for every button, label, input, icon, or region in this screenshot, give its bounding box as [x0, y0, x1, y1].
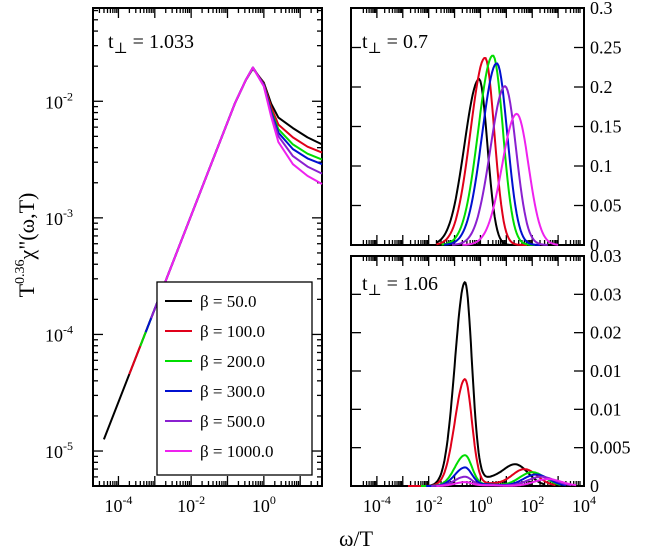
- series-line: [441, 54, 535, 246]
- x-tick-label: 10-2: [415, 493, 443, 516]
- panel-label-t-perp: t⊥ = 1.06: [362, 273, 438, 299]
- legend-item: β = 300.0: [165, 382, 265, 401]
- x-tick-label: 104: [572, 493, 596, 516]
- top-right-panel: 0.3 0.25 0.2 0.15 0.1 0.05 0 t⊥ = 0.7: [350, 0, 622, 255]
- legend-label: β = 500.0: [200, 412, 265, 431]
- legend-label: β = 100.0: [200, 322, 265, 341]
- x-tick-label: 102: [520, 493, 544, 516]
- y-tick-label: 0.3: [590, 0, 613, 18]
- y-tick-label: 0: [590, 476, 599, 496]
- x-tick-label: 10-2: [177, 493, 205, 516]
- y-tick-label: 0.15: [590, 117, 622, 137]
- legend-label: β = 200.0: [200, 352, 265, 371]
- y-tick-label: 0.2: [590, 77, 613, 97]
- y-tick-label: 0.05: [590, 196, 622, 216]
- y-tick-label: 10-5: [45, 439, 73, 462]
- series-line: [400, 280, 545, 487]
- y-tick-label: 0.03: [590, 246, 622, 266]
- legend: β = 50.0 β = 100.0 β = 200.0 β = 300.0 β = 5…: [156, 281, 313, 476]
- y-tick-label: 10-4: [45, 322, 73, 345]
- x-tick-label: 10-4: [363, 493, 391, 516]
- panel-label-t-perp: t⊥ = 1.033: [108, 31, 194, 57]
- x-axis-title: ω/T: [339, 526, 374, 551]
- legend-box: [156, 281, 313, 476]
- axis-titles: ω/T T0.36χ"(ω,T): [13, 193, 374, 551]
- y-tick-label: 0.03: [590, 284, 622, 304]
- legend-label: β = 300.0: [200, 382, 265, 401]
- series-line: [150, 66, 323, 319]
- series-line: [161, 66, 323, 291]
- legend-label: β = 1000.0: [200, 442, 274, 461]
- y-tick-label: 0.25: [590, 38, 622, 58]
- legend-item: β = 1000.0: [165, 442, 274, 461]
- legend-item: β = 50.0: [165, 292, 257, 311]
- legend-label: β = 50.0: [200, 292, 257, 311]
- y-tick-label: 0: [590, 235, 599, 255]
- y-tick-label: 0.1: [590, 156, 613, 176]
- series-line: [436, 478, 577, 487]
- y-tick-label: 10-3: [45, 206, 73, 229]
- left-plot-frame: [92, 7, 323, 487]
- y-tick-label: 0.01: [590, 361, 622, 381]
- series-line: [436, 56, 527, 246]
- y-axis-title: T0.36χ"(ω,T): [13, 193, 39, 298]
- x-tick-label: 100: [468, 493, 492, 516]
- y-tick-label: 0.005: [590, 438, 631, 458]
- series-line: [462, 112, 559, 246]
- y-tick-label: 10-2: [45, 89, 73, 112]
- series-line: [444, 62, 541, 246]
- x-tick-label: 100: [252, 493, 276, 516]
- left-panel: 10-4 10-2 100 10-5 10-4 10-3 10-2 t⊥ = 1.033: [45, 7, 323, 516]
- series-line: [451, 85, 548, 246]
- y-tick-label: 0.01: [590, 399, 622, 419]
- legend-item: β = 100.0: [165, 322, 265, 341]
- x-tick-label: 10-4: [104, 493, 132, 516]
- y-tick-label: 0.02: [590, 323, 622, 343]
- legend-item: β = 500.0: [165, 412, 265, 431]
- legend-item: β = 200.0: [165, 352, 265, 371]
- panel-label-t-perp: t⊥ = 0.7: [362, 31, 428, 57]
- bottom-right-panel: 0.03 0.03 0.02 0.01 0.01 0.005 0 10-4 10-2 100 102…: [350, 246, 631, 516]
